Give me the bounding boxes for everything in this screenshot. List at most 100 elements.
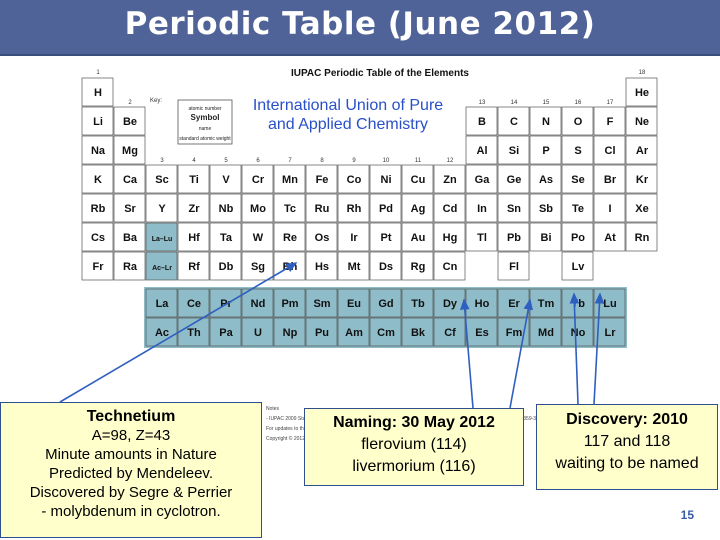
element-cell (337, 222, 370, 252)
element-symbol: Sb (539, 203, 553, 215)
element-symbol: Sr (124, 203, 136, 215)
element-symbol: Pd (379, 203, 393, 215)
element-cell (145, 193, 178, 223)
naming-line-1: flerovium (114) (361, 436, 467, 453)
element-symbol: Ac–Lr (152, 265, 172, 272)
element-cell (209, 193, 242, 223)
element-symbol: Ra (123, 261, 138, 273)
element-cell (337, 251, 370, 281)
group-number: 13 (479, 100, 486, 106)
element-cell (305, 222, 338, 252)
element-symbol: Lr (605, 327, 617, 339)
element-symbol: Ti (189, 174, 199, 186)
element-symbol: Yb (571, 298, 585, 310)
technetium-title: Technetium (86, 408, 176, 425)
element-symbol: Cd (443, 203, 458, 215)
element-cell (81, 164, 114, 194)
naming-title: Naming: 30 May 2012 (333, 414, 495, 431)
element-symbol: Cl (605, 145, 616, 157)
element-cell (593, 222, 626, 252)
key-box (177, 99, 233, 145)
group-number: 6 (256, 158, 260, 164)
element-symbol: Xe (635, 203, 648, 215)
element-symbol: Ba (123, 232, 138, 244)
element-cell (273, 193, 306, 223)
element-cell (241, 164, 274, 194)
element-symbol: Eu (347, 298, 361, 310)
element-symbol: Cu (411, 174, 426, 186)
element-symbol: Tm (538, 298, 555, 310)
element-symbol: Fm (506, 327, 523, 339)
element-symbol: F (607, 116, 614, 128)
element-symbol: Sn (507, 203, 521, 215)
element-cell (625, 135, 658, 165)
element-symbol: Co (347, 174, 362, 186)
element-symbol: Si (509, 145, 519, 157)
element-symbol: Ne (635, 116, 649, 128)
element-symbol: Tb (411, 298, 425, 310)
iupac-caption-line-2: and Applied Chemistry (267, 116, 429, 133)
group-number: 8 (320, 158, 324, 164)
element-symbol: Be (123, 116, 137, 128)
element-cell (369, 164, 402, 194)
element-cell (305, 164, 338, 194)
element-symbol: Sg (251, 261, 265, 273)
element-cell (401, 222, 434, 252)
element-symbol: Ar (636, 145, 649, 157)
technetium-line-4: Discovered by Segre & Perrier (29, 484, 233, 501)
element-cell (369, 251, 402, 281)
element-symbol: Am (345, 327, 363, 339)
element-cell (369, 317, 402, 347)
element-symbol: Ce (187, 298, 201, 310)
element-symbol: Li (93, 116, 103, 128)
element-cell (561, 222, 594, 252)
discovery-callout: Discovery: 2010 117 and 118 waiting to b… (536, 404, 718, 490)
element-symbol: Cn (443, 261, 458, 273)
group-number: 9 (352, 158, 356, 164)
technetium-line-1: A=98, Z=43 (91, 427, 171, 444)
element-symbol: Mo (250, 203, 266, 215)
element-symbol: Np (283, 327, 298, 339)
element-symbol: Y (158, 203, 166, 215)
element-cell (465, 164, 498, 194)
element-symbol: Rg (411, 261, 426, 273)
element-cell (113, 106, 146, 136)
group-number: 17 (607, 100, 614, 106)
element-symbol: Zr (189, 203, 201, 215)
slide-title: Periodic Table (June 2012) (124, 6, 596, 42)
element-symbol: He (635, 87, 649, 99)
element-cell (305, 251, 338, 281)
group-number: 4 (192, 158, 196, 164)
technetium-line-5: - molybdenum in cyclotron. (41, 503, 221, 520)
group-number: 14 (511, 100, 518, 106)
group-number: 2 (128, 100, 132, 106)
element-symbol: No (571, 327, 586, 339)
element-symbol: Mt (348, 261, 361, 273)
element-symbol: Pr (220, 298, 232, 310)
element-cell (369, 222, 402, 252)
element-cell (465, 222, 498, 252)
key-line: atomic number (188, 106, 221, 112)
element-cell (529, 288, 562, 318)
element-symbol: Pb (507, 232, 521, 244)
element-cell (401, 288, 434, 318)
element-cell (273, 164, 306, 194)
element-symbol: Ca (123, 174, 138, 186)
element-cell (561, 193, 594, 223)
element-symbol: Po (571, 232, 585, 244)
element-cell (305, 193, 338, 223)
element-cell (81, 77, 114, 107)
element-cell (529, 106, 562, 136)
element-symbol: Cr (252, 174, 265, 186)
element-cell (529, 193, 562, 223)
element-symbol: Rf (188, 261, 200, 273)
element-cell (209, 222, 242, 252)
group-number: 5 (224, 158, 228, 164)
element-symbol: Ho (475, 298, 490, 310)
element-symbol: Pu (315, 327, 329, 339)
element-symbol: La–Lu (152, 236, 173, 243)
element-cell (337, 164, 370, 194)
element-symbol: Pm (281, 298, 298, 310)
element-cell (433, 251, 466, 281)
